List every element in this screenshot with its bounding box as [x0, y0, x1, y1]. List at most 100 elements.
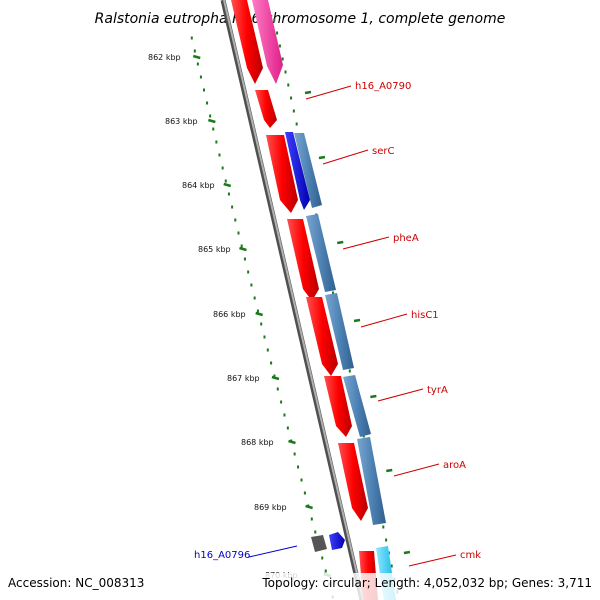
ruler-dot [280, 400, 283, 404]
footer-backdrop [0, 573, 600, 600]
ruler-dot [314, 530, 317, 534]
outer-track-dot [281, 57, 284, 61]
gene-feature-blue-phea[interactable] [306, 214, 336, 292]
ruler-major-tick [288, 439, 296, 445]
second-cds-track [285, 132, 396, 600]
ruler-dot [224, 179, 227, 183]
outer-track-tick [370, 394, 377, 399]
chromosome-backbone [220, 0, 365, 600]
gene-feature-pink-top[interactable] [252, 0, 283, 84]
ruler-dot [303, 491, 306, 495]
ruler-dot [250, 283, 253, 287]
gene-feature-hisc1[interactable] [306, 297, 338, 376]
gene-label-h16-a0790[interactable]: h16_A0790 [355, 81, 411, 92]
ruler-dot [263, 335, 266, 339]
gene-feature-h16-a0796[interactable] [329, 532, 345, 550]
gene-labels: h16_A0790 serC pheA hisC1 tyrA aroA cmk … [194, 81, 481, 561]
gene-feature-h16-a0796-grey[interactable] [311, 535, 327, 552]
ruler-dot [293, 452, 296, 456]
gene-feature-aroa[interactable] [338, 443, 368, 521]
gene-feature-dark-blue[interactable] [285, 132, 310, 210]
ruler-major-tick [192, 54, 201, 60]
outer-track-tick [386, 468, 393, 473]
ruler-dot [283, 413, 286, 417]
outer-track-dot [276, 31, 279, 35]
ruler-dot [193, 49, 196, 53]
ruler-dot [221, 166, 224, 170]
outer-track-dot [290, 96, 293, 100]
ruler-labels: 862 kbp 863 kbp 864 kbp 865 kbp 866 kbp … [148, 53, 298, 580]
ruler-dot [260, 322, 263, 326]
gene-label-serc[interactable]: serC [372, 146, 394, 157]
gene-feature-tyra[interactable] [324, 376, 352, 437]
ruler-dot [276, 387, 279, 391]
ruler-dot [237, 231, 240, 235]
ruler-dot [234, 218, 237, 222]
ruler-dot [297, 465, 300, 469]
outer-track-dot [292, 109, 295, 113]
ruler-dot [240, 244, 243, 248]
gene-feature-phea[interactable] [287, 219, 319, 301]
map-title: Ralstonia eutropha H16 chromosome 1, com… [95, 11, 506, 27]
ruler-dot [231, 205, 234, 209]
ruler-dot [253, 296, 256, 300]
accession-text: Accession: NC_008313 [8, 576, 144, 590]
outer-track-dot [390, 564, 393, 568]
ruler-dot [209, 114, 212, 118]
ruler-label: 862 kbp [148, 53, 181, 62]
outer-track-dot [348, 369, 351, 373]
gene-feature-blue-hisc1[interactable] [325, 293, 354, 370]
outer-track-dot [287, 83, 290, 87]
gene-feature-blue-serc[interactable] [294, 133, 322, 208]
ruler-dot [227, 192, 230, 196]
ruler-label: 868 kbp [241, 438, 274, 447]
ruler-label: 863 kbp [165, 117, 198, 126]
outer-track-tick [353, 318, 361, 323]
outer-track-dot [278, 44, 281, 48]
ruler-major-tick [271, 375, 280, 381]
gene-label-tyra[interactable]: tyrA [427, 385, 448, 396]
outer-track-tick [337, 240, 344, 245]
ruler-dot [199, 75, 202, 79]
ruler-dot [190, 36, 193, 40]
ruler-major-tick [239, 246, 247, 252]
ruler-major-tick [207, 118, 216, 124]
ruler-major-tick [255, 311, 264, 317]
ruler-dot [310, 517, 313, 521]
gene-label-aroa[interactable]: aroA [443, 460, 466, 471]
ruler-dot [243, 257, 246, 261]
outer-track-dot [273, 18, 276, 22]
ruler-dot [273, 374, 276, 378]
ruler-major-tick [305, 504, 313, 510]
ruler-label: 869 kbp [254, 503, 287, 512]
ruler-major-tick [223, 182, 232, 188]
gene-label-phea[interactable]: pheA [393, 233, 419, 244]
ruler-dot [218, 153, 221, 157]
outer-track-dot [382, 525, 385, 529]
gene-feature-h16-a0790-upper[interactable] [231, 0, 263, 84]
gene-label-cmk[interactable]: cmk [460, 550, 481, 561]
ruler-label: 867 kbp [227, 374, 260, 383]
gene-feature-serc[interactable] [266, 135, 298, 213]
ruler-dot [266, 348, 269, 352]
gene-feature-blue-tyra[interactable] [343, 375, 371, 437]
label-leaders [248, 85, 457, 567]
gene-feature-h16-a0790[interactable] [255, 90, 277, 128]
gene-feature-blue-aroa[interactable] [357, 437, 386, 525]
ruler-dot [196, 62, 199, 66]
ruler-dot [324, 569, 327, 573]
gene-label-hisc1[interactable]: hisC1 [411, 310, 439, 321]
ruler-label: 866 kbp [213, 310, 246, 319]
outer-track-dot [331, 291, 334, 295]
outer-track-dot [385, 538, 388, 542]
outer-track-tick [304, 90, 312, 95]
topology-text: Topology: circular; Length: 4,052,032 bp… [261, 576, 592, 590]
outer-track-dot [295, 122, 298, 126]
outer-track-dot [284, 70, 287, 74]
ruler-dot [300, 478, 303, 482]
gene-label-h16-a0796[interactable]: h16_A0796 [194, 550, 250, 561]
outer-track-tick [403, 550, 411, 555]
outer-track-dot [362, 434, 365, 438]
